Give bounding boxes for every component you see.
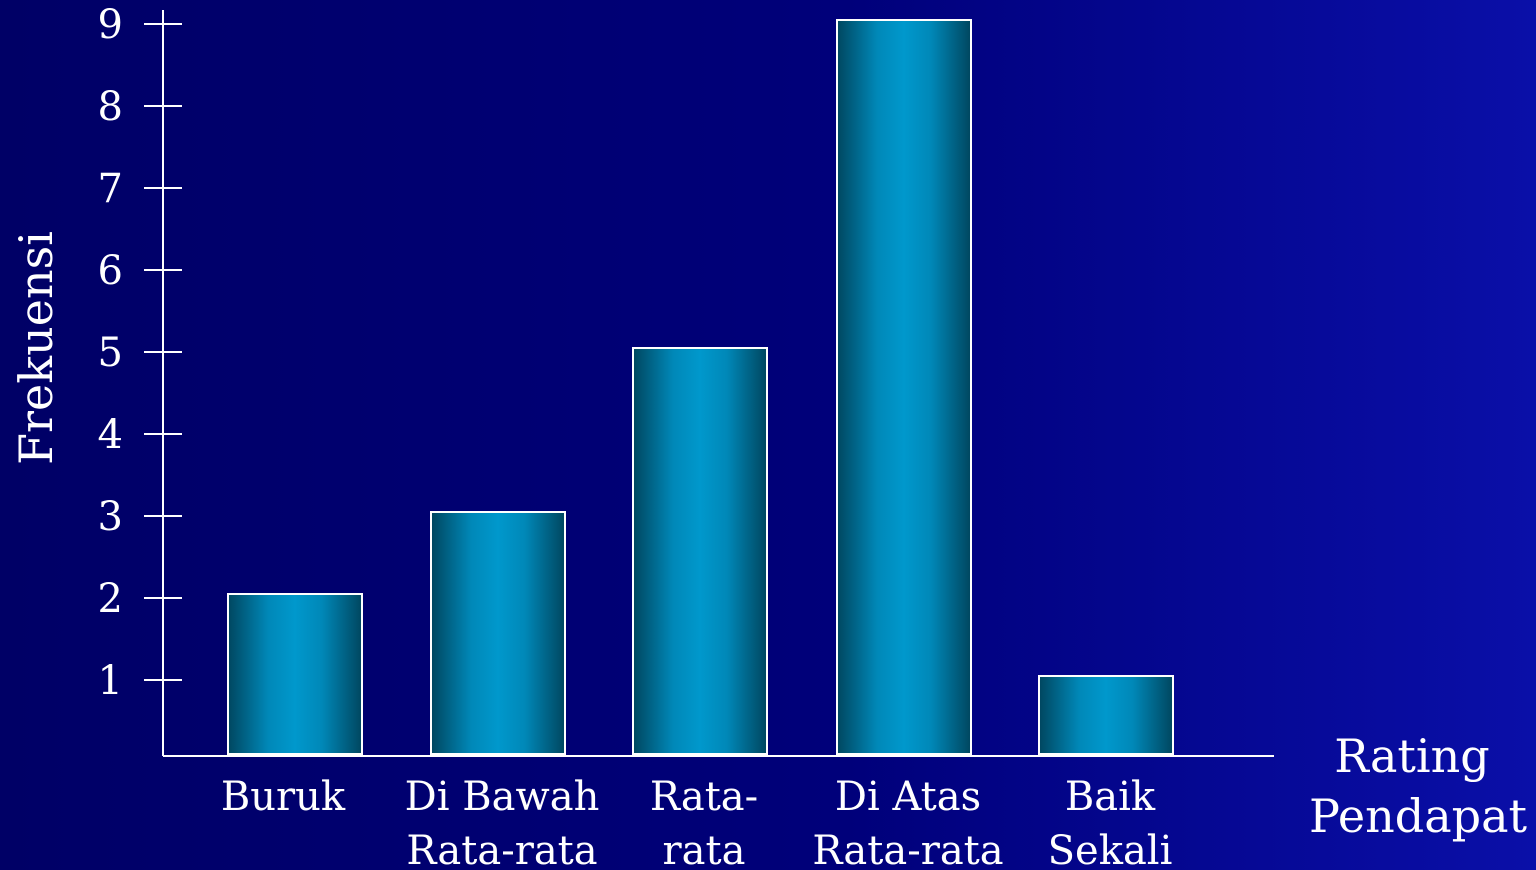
y-tick-label-3: 3 [98,494,123,540]
y-tick-label-5: 5 [98,330,123,376]
y-tick-label-2: 2 [98,576,123,622]
bar-5 [1038,675,1174,755]
x-category-label-5: Baik Sekali [1048,774,1173,870]
x-category-label-2: Di Bawah Rata-rata [405,774,600,870]
y-tick-label-4: 4 [98,412,123,458]
bar-1 [227,593,363,755]
x-category-label-4: Di Atas Rata-rata [812,774,1003,870]
x-category-label-1: Buruk [221,774,346,820]
bar-3 [632,347,768,755]
x-category-label-3: Rata-rata [650,774,758,870]
bar-2 [430,511,566,755]
y-tick-label-1: 1 [98,658,123,704]
y-tick-label-7: 7 [98,166,123,212]
y-tick-label-6: 6 [98,248,123,294]
axes [162,10,1274,757]
y-tick-label-8: 8 [98,84,123,130]
x-axis-title: Rating Pendapat [1309,729,1527,843]
y-axis-title: Frekuensi [9,231,63,465]
bar-4 [836,19,972,755]
bars [227,19,1174,755]
y-tick-label-9: 9 [98,2,123,48]
y-ticks: 1 2 3 4 5 6 7 8 9 [98,2,182,704]
x-category-labels: Buruk Di Bawah Rata-rata Rata-rata Di Atas Ra… [221,774,1173,870]
